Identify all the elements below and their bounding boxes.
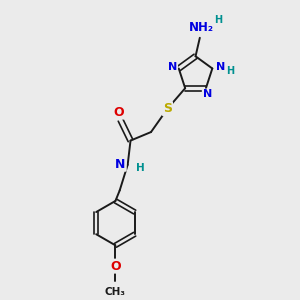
Text: NH₂: NH₂ [189, 21, 214, 34]
Text: CH₃: CH₃ [105, 287, 126, 297]
Text: N: N [168, 62, 177, 72]
Text: S: S [163, 102, 172, 115]
Text: H: H [214, 15, 222, 25]
Text: N: N [203, 89, 212, 100]
Text: H: H [136, 163, 145, 173]
Text: O: O [110, 260, 121, 273]
Text: N: N [216, 62, 225, 72]
Text: H: H [226, 66, 234, 76]
Text: O: O [113, 106, 124, 118]
Text: N: N [116, 158, 126, 171]
